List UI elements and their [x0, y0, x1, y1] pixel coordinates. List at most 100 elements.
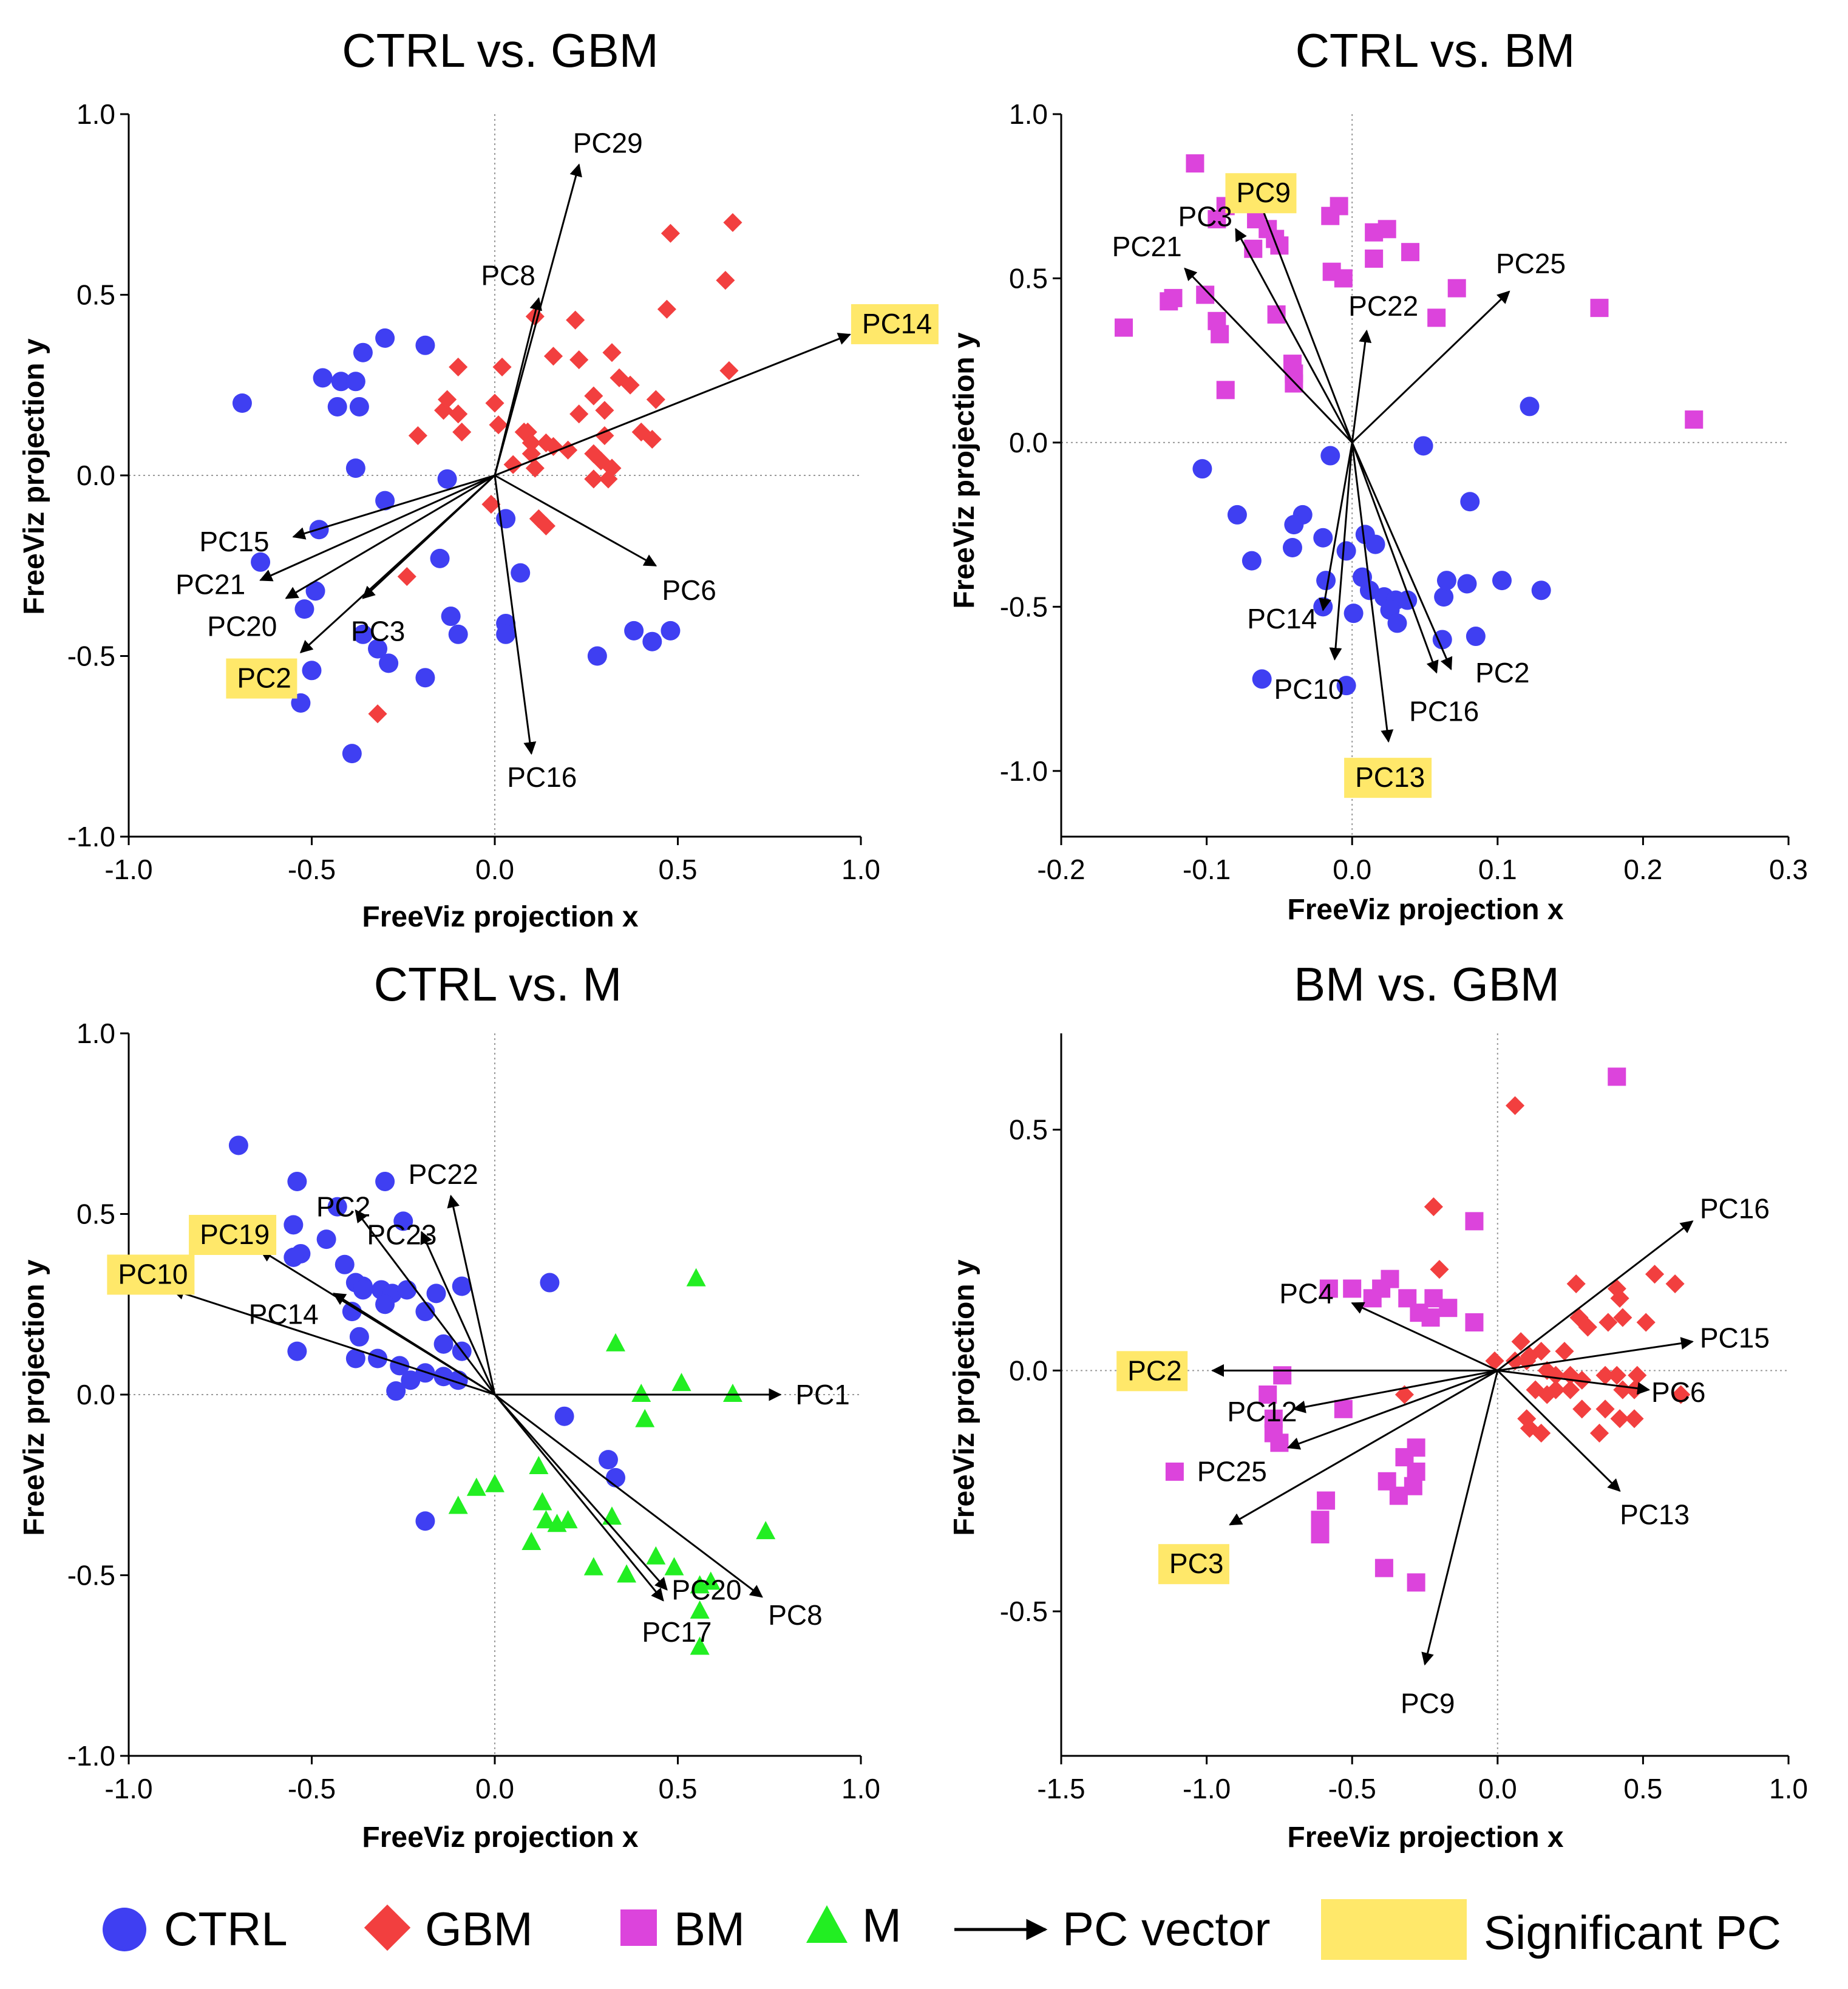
pc-vector-label: PC13	[1355, 761, 1425, 793]
pc-vector-arrow	[1255, 195, 1353, 443]
data-point-ctrl	[284, 1215, 304, 1235]
data-point-m	[521, 1531, 542, 1550]
x-tick-label: 0.5	[659, 854, 698, 885]
data-point-ctrl	[1336, 676, 1356, 696]
data-point-gbm	[1578, 1318, 1597, 1337]
series-m	[448, 1268, 776, 1655]
data-point-ctrl	[342, 744, 362, 764]
data-point-bm	[1160, 292, 1178, 311]
data-point-gbm	[1555, 1342, 1574, 1361]
data-point-ctrl	[1252, 669, 1272, 689]
pc-vector-label: PC19	[200, 1219, 270, 1250]
data-point-bm	[1421, 1308, 1440, 1327]
data-point-ctrl	[386, 1381, 406, 1401]
pc-vector-arrow	[1496, 1220, 1694, 1372]
data-point-bm	[1115, 318, 1133, 337]
legend-ctrl-label: CTRL	[164, 1902, 288, 1956]
data-point-gbm	[485, 393, 504, 413]
legend-gbm-marker	[364, 1904, 411, 1951]
pc-vector-arrow	[1351, 442, 1394, 743]
data-point-m	[646, 1546, 666, 1565]
data-point-m	[756, 1521, 776, 1540]
data-point-m	[664, 1557, 684, 1576]
data-point-bm	[1334, 1399, 1353, 1418]
pc-vector-arrow	[1319, 442, 1353, 611]
data-point-ctrl	[313, 368, 333, 388]
data-point-gbm	[1595, 1365, 1615, 1385]
pc-vector-arrow	[494, 475, 537, 755]
x-axis-label: FreeViz projection x	[1287, 1821, 1564, 1854]
data-point-ctrl	[1436, 571, 1456, 591]
data-point-gbm	[368, 704, 387, 724]
data-point-gbm	[661, 223, 680, 243]
data-point-bm	[1330, 197, 1348, 216]
pc-vector-label: PC22	[409, 1158, 478, 1190]
data-point-ctrl	[305, 581, 325, 601]
data-point-m	[631, 1384, 651, 1402]
x-tick-label: -0.5	[288, 1773, 336, 1804]
data-point-ctrl	[1344, 604, 1364, 624]
y-tick-label: 0.5	[76, 1198, 115, 1230]
x-tick-label: 0.0	[475, 1773, 514, 1804]
pc-vector-label: PC16	[1700, 1192, 1770, 1224]
data-point-ctrl	[345, 458, 365, 478]
data-point-m	[635, 1409, 655, 1427]
data-point-bm	[1311, 1525, 1330, 1544]
data-point-gbm	[1598, 1313, 1618, 1332]
pc-vector-arrow	[1421, 1370, 1499, 1666]
pc-vector-arrow	[494, 1393, 763, 1598]
pc-vector-arrow	[1351, 1302, 1498, 1372]
pc-vector-label: PC2	[1475, 657, 1529, 688]
data-point-bm	[1317, 1491, 1336, 1510]
data-point-gbm	[1430, 1260, 1449, 1279]
y-tick-label: -1.0	[67, 1740, 115, 1772]
pc-vector-arrow	[420, 1231, 496, 1395]
x-tick-label: -1.0	[1183, 1773, 1231, 1804]
series-ctrl	[232, 328, 681, 764]
data-point-gbm	[1424, 1197, 1443, 1217]
legend-vector-label: PC vector	[1062, 1902, 1270, 1956]
data-point-ctrl	[335, 1254, 355, 1274]
pc-vector-arrow	[292, 474, 495, 540]
data-point-gbm	[723, 212, 742, 233]
pc-vector-arrow	[332, 1293, 495, 1396]
pc-vector-arrow	[1497, 1337, 1694, 1372]
data-point-bm	[1365, 250, 1384, 268]
y-axis-label: FreeViz projection y	[18, 338, 50, 615]
data-point-gbm	[1561, 1380, 1580, 1399]
data-point-gbm	[1610, 1409, 1629, 1429]
data-point-bm	[1211, 325, 1229, 344]
data-point-ctrl	[661, 620, 681, 641]
data-point-ctrl	[1492, 571, 1512, 591]
data-point-bm	[1389, 1486, 1408, 1505]
data-point-bm	[1407, 1573, 1425, 1592]
data-point-gbm	[1607, 1365, 1626, 1385]
pc-vector-label: PC3	[1178, 200, 1232, 232]
pc-vector-label: PC2	[237, 662, 291, 694]
data-point-gbm	[1636, 1313, 1656, 1332]
data-point-gbm	[1665, 1274, 1685, 1294]
data-point-ctrl	[228, 1135, 248, 1155]
data-point-ctrl	[415, 668, 435, 688]
data-point-ctrl	[251, 552, 271, 572]
x-axis-label: FreeViz projection x	[362, 1821, 639, 1854]
panel-bm-vs-gbm: BM vs. GBM -1.5 -1.0 -0.5 0.0 0.5 1.0 -0.5 0.0 0…	[948, 957, 1808, 1854]
y-axis-label: FreeViz projection y	[18, 1259, 50, 1536]
data-point-gbm	[1625, 1380, 1644, 1399]
chart-title: BM vs. GBM	[1294, 957, 1560, 1011]
data-point-ctrl	[331, 372, 351, 392]
data-point-ctrl	[1432, 630, 1452, 650]
data-point-ctrl	[1284, 515, 1304, 535]
series-ctrl	[228, 1135, 625, 1531]
data-point-ctrl	[353, 1280, 373, 1300]
data-point-ctrl	[448, 624, 468, 644]
data-point-ctrl	[496, 624, 516, 644]
pc-vector-label: PC25	[1496, 248, 1566, 279]
y-tick-label: 1.0	[76, 1018, 115, 1049]
significant-pc-highlight	[1225, 173, 1297, 214]
data-point-m	[532, 1492, 552, 1511]
x-tick-label: 0.0	[1478, 1773, 1517, 1804]
data-point-ctrl	[375, 1171, 395, 1191]
data-point-gbm	[1610, 1288, 1629, 1308]
y-tick-label: 0.5	[1009, 1114, 1048, 1146]
